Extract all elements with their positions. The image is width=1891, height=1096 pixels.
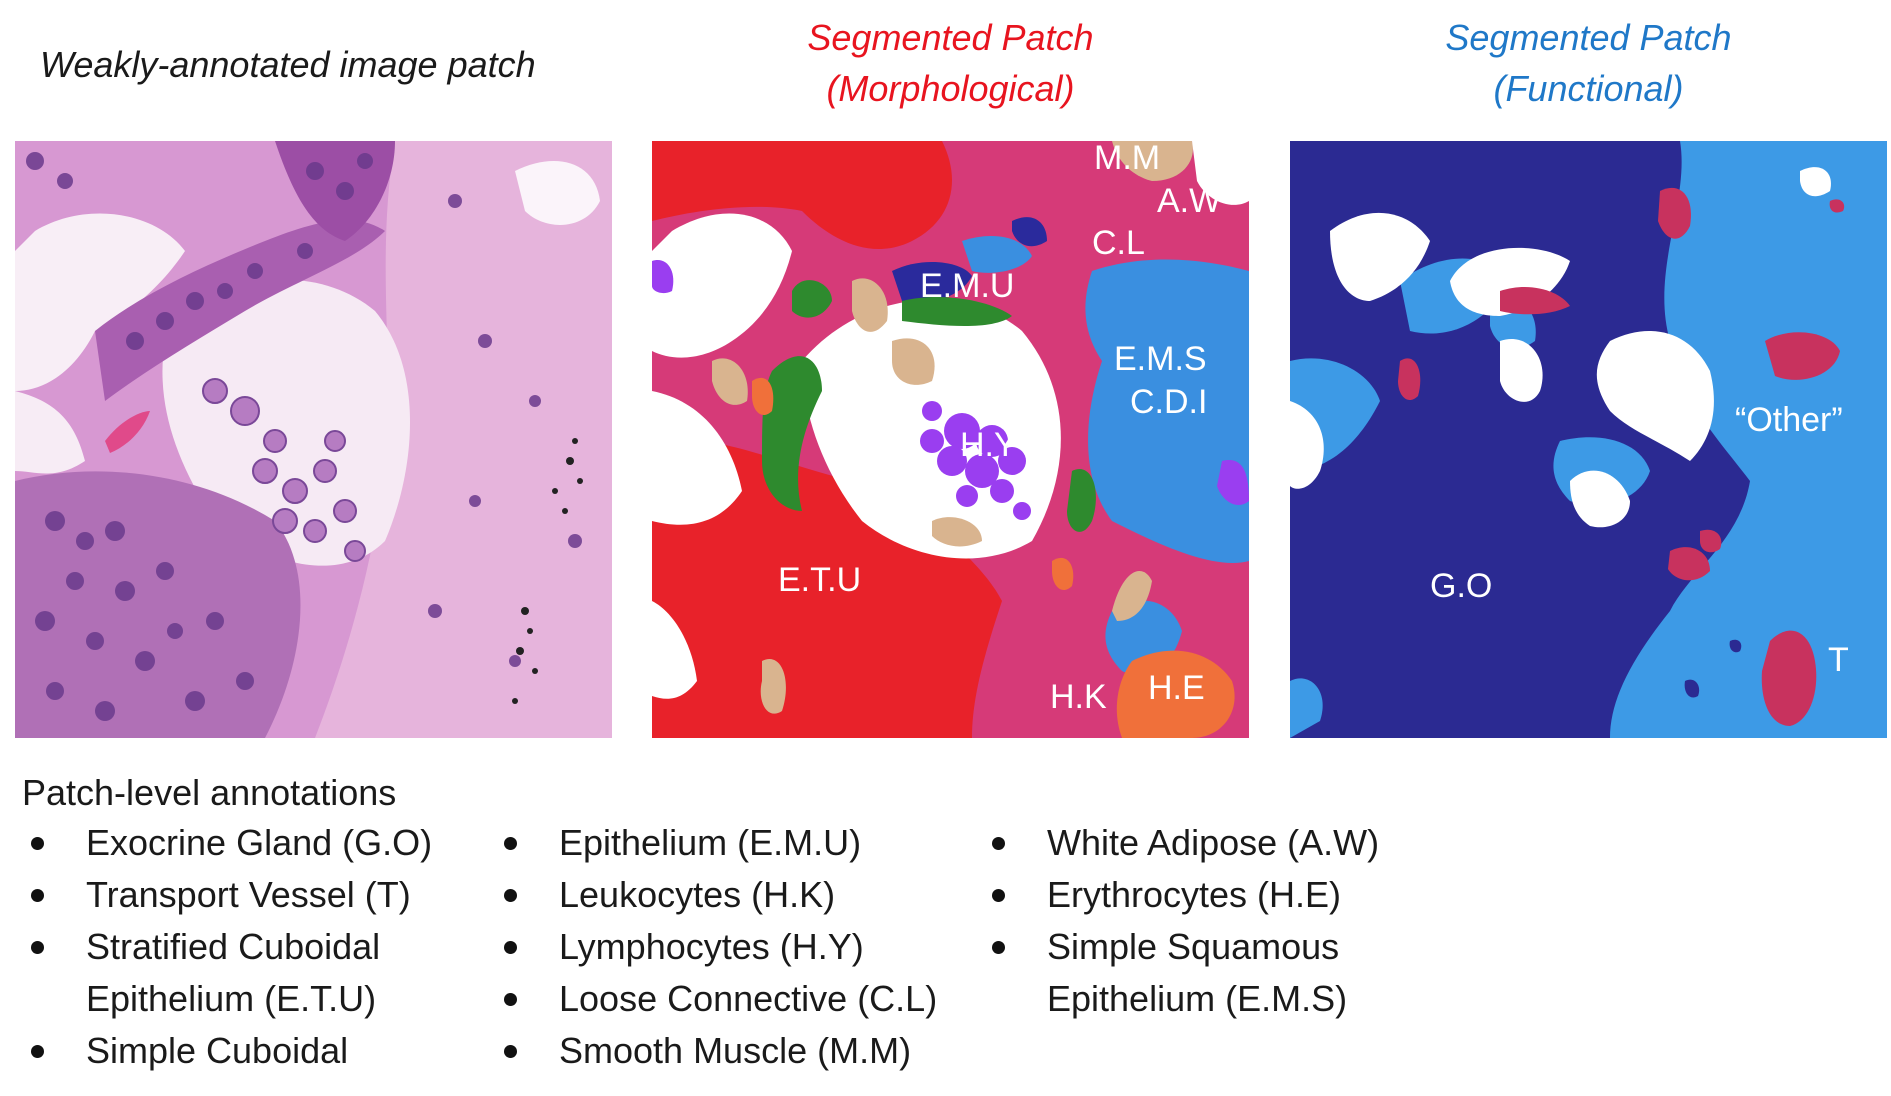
- legend-column-2: Epithelium (E.M.U) Leukocytes (H.K) Lymp…: [495, 817, 955, 1077]
- legend-item-transport-vessel: Transport Vessel (T): [22, 869, 482, 921]
- legend-item-epithelium-emu: Epithelium (E.M.U): [495, 817, 955, 869]
- legend-text: Transport Vessel (T): [86, 874, 411, 915]
- legend-item-smooth-muscle: Smooth Muscle (M.M): [495, 1025, 955, 1077]
- legend-text: Lymphocytes (H.Y): [559, 926, 864, 967]
- legend-item-white-adipose: White Adipose (A.W): [983, 817, 1443, 869]
- legend-heading: Patch-level annotations: [22, 772, 397, 813]
- histology-image-patch: [15, 141, 612, 738]
- bullet-icon: [504, 837, 517, 850]
- original-patch-title: Weakly-annotated image patch: [40, 44, 536, 85]
- legend-item-loose-connective: Loose Connective (C.L): [495, 973, 955, 1025]
- legend-text: Loose Connective (C.L): [559, 978, 938, 1019]
- bullet-icon: [504, 1045, 517, 1058]
- legend-item-exocrine-gland: Exocrine Gland (G.O): [22, 817, 482, 869]
- label-epithelium-emu: E.M.U: [920, 267, 1015, 305]
- label-smooth-muscle: M.M: [1094, 141, 1161, 177]
- label-stratified-cuboidal: E.T.U: [778, 561, 862, 599]
- label-white-adipose: A.W: [1157, 182, 1222, 220]
- functional-title-line1: Segmented Patch: [1445, 17, 1732, 58]
- legend-text: White Adipose (A.W): [1047, 822, 1380, 863]
- morphological-segmentation-panel: M.M A.W C.L E.M.U E.M.S C.D.I H.Y E.T.U …: [652, 141, 1249, 738]
- bullet-icon: [31, 1045, 44, 1058]
- label-other: “Other”: [1735, 401, 1843, 439]
- label-lymphocytes: H.Y: [960, 426, 1017, 464]
- legend-text: Simple Squamous: [1047, 926, 1340, 967]
- legend-text: Epithelium (E.T.U): [86, 978, 377, 1019]
- bullet-icon: [992, 941, 1005, 954]
- legend-item-simple-squamous: Simple Squamous Epithelium (E.M.S): [983, 921, 1443, 1025]
- functional-segmentation-panel: G.O “Other” T: [1290, 141, 1887, 738]
- bullet-icon: [504, 889, 517, 902]
- bullet-icon: [504, 993, 517, 1006]
- legend-column-1: Exocrine Gland (G.O) Transport Vessel (T…: [22, 817, 482, 1077]
- legend-text: Leukocytes (H.K): [559, 874, 836, 915]
- legend-item-lymphocytes: Lymphocytes (H.Y): [495, 921, 955, 973]
- legend-text: Epithelium (E.M.U): [559, 822, 862, 863]
- bullet-icon: [992, 837, 1005, 850]
- morphological-title-line1: Segmented Patch: [807, 17, 1094, 58]
- label-transport-vessel: T: [1828, 641, 1849, 679]
- legend-text: Epithelium (E.M.S): [1047, 978, 1348, 1019]
- legend-text: Smooth Muscle (M.M): [559, 1030, 912, 1071]
- bullet-icon: [31, 837, 44, 850]
- label-cdi: C.D.I: [1130, 383, 1208, 421]
- label-simple-squamous: E.M.S: [1114, 340, 1207, 378]
- legend-item-stratified-cuboidal: Stratified Cuboidal Epithelium (E.T.U): [22, 921, 482, 1025]
- label-exocrine-gland: G.O: [1430, 567, 1493, 605]
- bullet-icon: [31, 889, 44, 902]
- functional-title-line2: (Functional): [1493, 68, 1684, 109]
- bullet-icon: [504, 941, 517, 954]
- legend-item-simple-cuboidal: Simple Cuboidal: [22, 1025, 482, 1077]
- legend-text: Stratified Cuboidal: [86, 926, 381, 967]
- legend-column-3: White Adipose (A.W) Erythrocytes (H.E) S…: [983, 817, 1443, 1025]
- label-leukocytes: H.K: [1050, 678, 1107, 716]
- label-loose-connective: C.L: [1092, 224, 1145, 262]
- morphological-title-line2: (Morphological): [826, 68, 1075, 109]
- legend-text: Exocrine Gland (G.O): [86, 822, 433, 863]
- bullet-icon: [992, 889, 1005, 902]
- legend-text: Erythrocytes (H.E): [1047, 874, 1342, 915]
- legend-item-leukocytes: Leukocytes (H.K): [495, 869, 955, 921]
- label-erythrocytes: H.E: [1148, 669, 1205, 707]
- legend-text: Simple Cuboidal: [86, 1030, 349, 1071]
- legend-item-erythrocytes: Erythrocytes (H.E): [983, 869, 1443, 921]
- bullet-icon: [31, 941, 44, 954]
